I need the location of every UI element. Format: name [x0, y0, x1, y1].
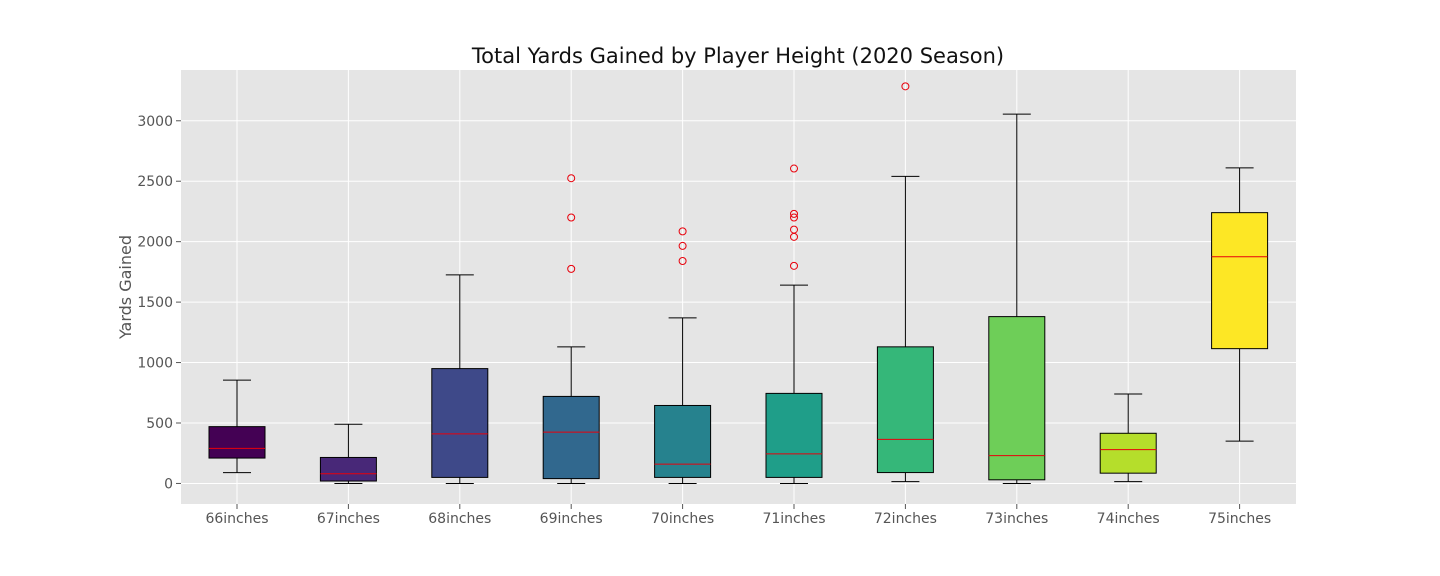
x-tick-label: 72inches — [874, 511, 937, 527]
box-iqr — [431, 368, 489, 478]
y-axis-label: Yards Gained — [116, 235, 135, 340]
tick-labels: 0 500 1000 1500 2000 2500 3000 66inches 67inches… — [137, 114, 1271, 527]
outlier-point — [790, 213, 798, 222]
box-iqr — [876, 346, 934, 474]
outlier-point — [790, 164, 798, 173]
y-tick-label: 2000 — [137, 235, 173, 251]
y-tick-label: 2500 — [137, 174, 173, 190]
x-tick-label: 67inches — [317, 511, 380, 527]
outlier-point — [678, 241, 687, 250]
box-group — [1211, 167, 1269, 442]
box-group — [654, 227, 712, 484]
y-tick-label: 500 — [146, 416, 173, 432]
outlier-point — [567, 213, 576, 222]
x-tick-label: 70inches — [651, 511, 714, 527]
box-group — [208, 379, 266, 474]
box-iqr — [208, 426, 266, 459]
box-group — [765, 164, 823, 484]
box-iqr — [654, 404, 712, 478]
x-tick-label: 69inches — [540, 511, 603, 527]
outlier-point — [790, 209, 798, 218]
box-group — [319, 423, 377, 484]
plot-background — [181, 70, 1296, 504]
outlier-point — [567, 264, 576, 273]
outlier-point — [790, 261, 798, 270]
x-tick-label: 74inches — [1097, 511, 1160, 527]
box-iqr — [765, 392, 823, 478]
box-iqr — [1099, 432, 1157, 474]
box-group — [542, 174, 600, 484]
box-iqr — [542, 395, 600, 480]
y-tick-label: 1000 — [137, 356, 173, 372]
x-tick-label: 68inches — [428, 511, 491, 527]
outlier-point — [790, 225, 798, 234]
x-tick-label: 75inches — [1208, 511, 1271, 527]
box-iqr — [1211, 212, 1269, 350]
boxes — [208, 82, 1269, 484]
box-iqr — [319, 456, 377, 482]
chart-title: Total Yards Gained by Player Height (202… — [471, 44, 1004, 68]
box-group — [876, 82, 934, 483]
box-group — [431, 274, 489, 484]
outlier-point — [901, 82, 910, 91]
x-tick-label: 71inches — [762, 511, 825, 527]
y-tick-label: 0 — [164, 476, 173, 492]
x-tick-label: 73inches — [985, 511, 1048, 527]
y-tick-label: 3000 — [137, 114, 173, 130]
outlier-point — [567, 174, 576, 183]
box-iqr — [988, 316, 1046, 481]
outlier-point — [678, 227, 687, 236]
box-group — [988, 113, 1046, 484]
box-group — [1099, 393, 1157, 483]
x-tick-label: 66inches — [205, 511, 268, 527]
outlier-point — [678, 257, 687, 266]
y-tick-label: 1500 — [137, 295, 173, 311]
